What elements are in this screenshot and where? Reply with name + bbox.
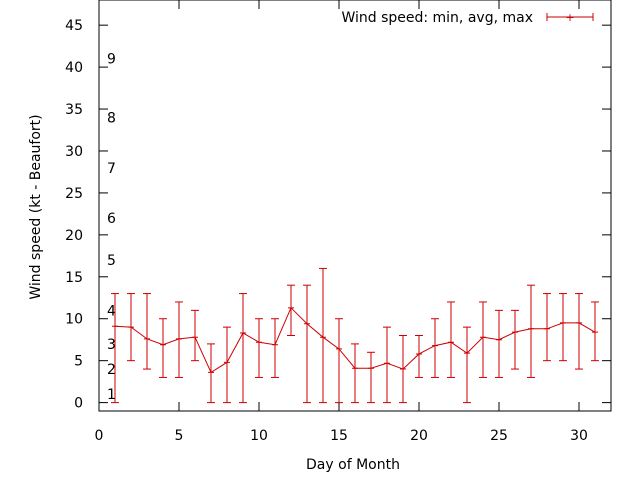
legend-marker: +	[565, 11, 574, 24]
y-tick-label: 45	[65, 18, 83, 34]
avg-point	[176, 335, 182, 342]
avg-point	[352, 365, 358, 372]
legend: Wind speed: min, avg, max +	[341, 10, 594, 26]
beaufort-label: 9	[107, 52, 116, 68]
y-axis-label: Wind speed (kt - Beaufort)	[28, 114, 44, 299]
avg-point	[432, 342, 438, 349]
avg-point	[384, 360, 390, 367]
x-axis-ticks: 0 5 10 15 20 25 30	[95, 0, 588, 444]
plot-frame	[98, 0, 612, 412]
y-tick-label: 15	[65, 270, 83, 286]
avg-point	[416, 350, 422, 357]
x-tick-label: 15	[330, 428, 348, 444]
x-tick-label: 25	[490, 428, 508, 444]
avg-point	[448, 339, 454, 346]
avg-point	[224, 359, 230, 366]
x-tick-label: 0	[95, 428, 104, 444]
x-tick-label: 5	[175, 428, 184, 444]
x-tick-label: 30	[570, 428, 588, 444]
beaufort-label: 6	[107, 211, 116, 227]
avg-point	[112, 323, 118, 330]
avg-point	[592, 329, 598, 336]
beaufort-label: 4	[107, 303, 116, 319]
avg-points	[112, 304, 598, 376]
avg-point	[400, 366, 406, 373]
avg-point	[208, 369, 214, 376]
beaufort-label: 5	[107, 253, 116, 269]
beaufort-scale-labels: 1 2 3 4 5 6 7 8 9	[107, 52, 116, 404]
avg-point	[512, 329, 518, 336]
y-tick-label: 40	[65, 60, 83, 76]
y-tick-label: 30	[65, 144, 83, 160]
y-tick-label: 20	[65, 228, 83, 244]
x-tick-label: 20	[410, 428, 428, 444]
avg-point	[288, 304, 294, 311]
avg-point	[192, 334, 198, 341]
beaufort-label: 7	[107, 161, 116, 177]
beaufort-label: 8	[107, 110, 116, 126]
avg-point	[240, 329, 246, 336]
x-axis-label: Day of Month	[306, 457, 400, 473]
avg-point	[336, 345, 342, 352]
avg-point	[144, 335, 150, 342]
avg-point	[304, 320, 310, 327]
avg-point	[480, 334, 486, 341]
error-bars	[111, 267, 599, 404]
avg-point	[496, 336, 502, 343]
beaufort-label: 3	[107, 337, 116, 353]
avg-point	[464, 350, 470, 357]
y-tick-label: 10	[65, 312, 83, 328]
avg-point	[544, 325, 550, 332]
avg-point	[320, 334, 326, 341]
avg-point	[128, 324, 134, 331]
avg-point	[576, 319, 582, 326]
avg-point	[528, 325, 534, 332]
avg-point	[256, 339, 262, 346]
y-tick-label: 25	[65, 186, 83, 202]
x-tick-label: 10	[250, 428, 268, 444]
beaufort-label: 1	[107, 387, 116, 403]
legend-label: Wind speed: min, avg, max	[341, 10, 533, 26]
avg-point	[560, 319, 566, 326]
y-tick-label: 35	[65, 102, 83, 118]
avg-point	[272, 341, 278, 348]
y-tick-label: 0	[74, 396, 83, 412]
beaufort-label: 2	[107, 362, 116, 378]
avg-point	[368, 365, 374, 372]
y-tick-label: 5	[74, 354, 83, 370]
avg-point	[160, 341, 166, 348]
